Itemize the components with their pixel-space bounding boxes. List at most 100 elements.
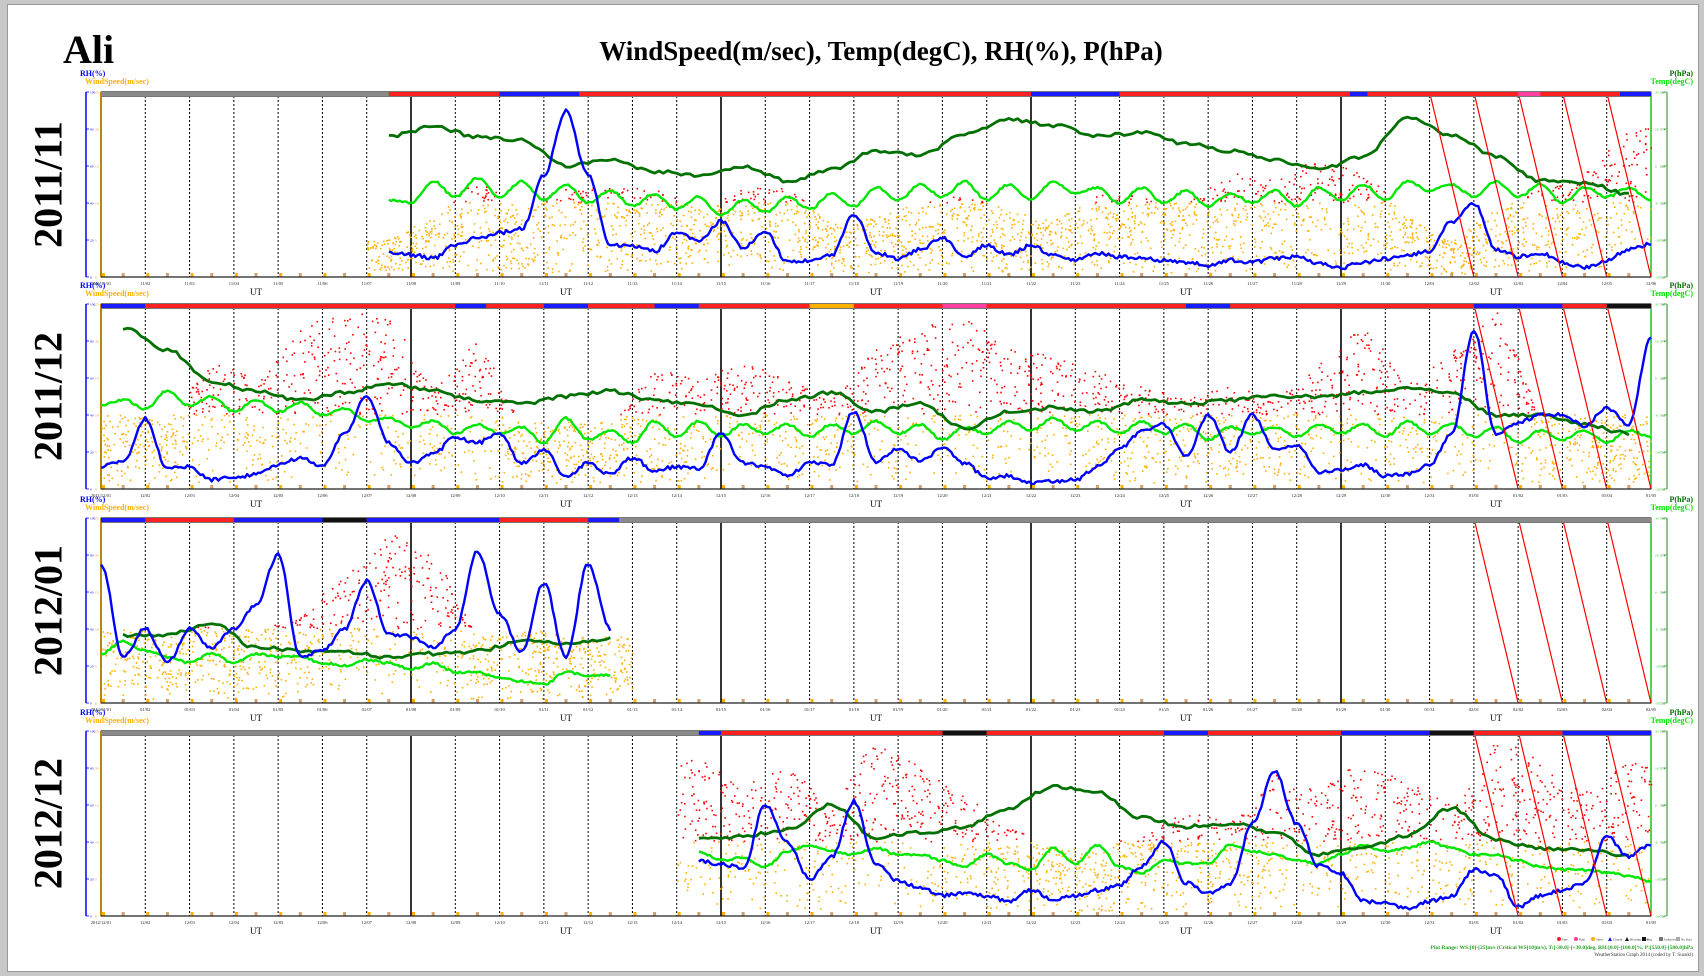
wind-point xyxy=(1178,257,1180,260)
wind-point-critical xyxy=(981,351,984,353)
wind-point xyxy=(422,238,424,240)
wind-point xyxy=(621,443,623,446)
wind-point xyxy=(1027,259,1029,262)
wind-point xyxy=(868,433,870,435)
pressure-tick-label: 580 xyxy=(1660,91,1666,95)
wind-point-critical xyxy=(339,396,342,398)
wind-point xyxy=(1280,208,1282,211)
wind-point xyxy=(603,442,606,445)
wind-point-critical xyxy=(222,380,225,383)
wind-point xyxy=(381,264,383,267)
wind-point xyxy=(787,444,789,446)
wind-point xyxy=(606,269,609,272)
wind-point xyxy=(680,257,682,259)
wind-point-critical xyxy=(921,333,923,335)
wind-point xyxy=(1574,204,1577,207)
wind-point xyxy=(875,258,877,260)
wind-point-critical xyxy=(1190,200,1193,203)
wind-point xyxy=(610,250,613,252)
wind-point xyxy=(794,436,797,439)
wind-point-critical xyxy=(1037,378,1039,381)
wind-point xyxy=(793,415,795,418)
wind-point xyxy=(643,225,645,227)
wind-point xyxy=(1286,266,1288,268)
wind-point xyxy=(640,233,642,236)
wind-point-critical xyxy=(757,395,759,398)
wind-point xyxy=(362,415,364,417)
pressure-tick-label: 568 xyxy=(1660,165,1666,169)
wind-point xyxy=(817,241,819,243)
wind-point xyxy=(956,227,959,229)
wind-point xyxy=(1141,212,1144,214)
wind-point-critical xyxy=(743,365,746,368)
wind-point-critical xyxy=(857,400,859,402)
wind-point xyxy=(783,262,785,264)
wind-point xyxy=(740,239,743,241)
wind-point-critical xyxy=(1224,191,1227,194)
midnight-marker xyxy=(943,273,947,277)
wind-point xyxy=(1538,213,1540,215)
wind-point xyxy=(388,247,391,250)
wind-point xyxy=(171,478,173,481)
wind-point xyxy=(1386,234,1388,236)
wind-point xyxy=(1496,212,1499,214)
wind-point-critical xyxy=(1030,377,1033,379)
wind-point xyxy=(1544,244,1547,247)
wind-point xyxy=(989,427,992,430)
wind-point xyxy=(640,259,642,262)
wind-tick-label: 15 xyxy=(95,165,99,169)
wind-point xyxy=(896,216,898,218)
wind-point xyxy=(804,212,806,214)
wind-point-critical xyxy=(863,379,865,382)
wind-point xyxy=(900,439,902,441)
wind-point-critical xyxy=(1092,397,1095,400)
wind-point xyxy=(1402,223,1404,226)
wind-point-critical xyxy=(512,410,515,412)
wind-point xyxy=(1209,226,1212,228)
wind-point xyxy=(1010,435,1013,437)
wind-point xyxy=(497,217,500,219)
wind-point xyxy=(971,266,973,269)
wind-point xyxy=(1081,224,1083,227)
wind-point xyxy=(1015,255,1017,257)
wind-point xyxy=(826,236,828,238)
wind-point-critical xyxy=(929,201,932,203)
wind-point-critical xyxy=(633,405,635,408)
wind-point-critical xyxy=(360,397,362,399)
wind-point-critical xyxy=(726,390,728,392)
wind-point xyxy=(207,449,210,451)
wind-point xyxy=(896,234,899,237)
wind-point xyxy=(1073,261,1075,263)
wind-point xyxy=(533,209,536,211)
wind-point-critical xyxy=(1118,198,1120,200)
wind-point xyxy=(999,236,1002,238)
wind-point-critical xyxy=(996,391,999,394)
wind-point-critical xyxy=(371,408,374,410)
wind-point xyxy=(108,456,110,459)
wind-point xyxy=(1360,244,1363,247)
wind-point xyxy=(1424,226,1426,229)
wind-point xyxy=(928,226,931,228)
wind-point xyxy=(1103,231,1106,234)
wind-point xyxy=(643,229,646,232)
wind-point xyxy=(833,236,836,239)
wind-point xyxy=(986,202,988,204)
wind-point xyxy=(1354,204,1356,207)
wind-point xyxy=(894,444,896,447)
wind-point-critical xyxy=(1057,394,1059,396)
wind-point xyxy=(904,271,906,273)
wind-point xyxy=(566,465,568,467)
wind-point xyxy=(1156,208,1159,210)
wind-point-critical xyxy=(942,378,944,381)
wind-point xyxy=(1377,240,1379,243)
wind-point-critical xyxy=(224,374,226,376)
wind-point-critical xyxy=(1628,165,1631,167)
wind-point-critical xyxy=(745,403,747,405)
wind-point xyxy=(1531,243,1534,246)
wind-point-critical xyxy=(1593,171,1596,173)
wind-point-critical xyxy=(1558,187,1560,190)
wind-point xyxy=(103,420,105,423)
wind-point xyxy=(1093,233,1096,235)
wind-point xyxy=(501,245,504,248)
wind-point xyxy=(139,418,141,420)
